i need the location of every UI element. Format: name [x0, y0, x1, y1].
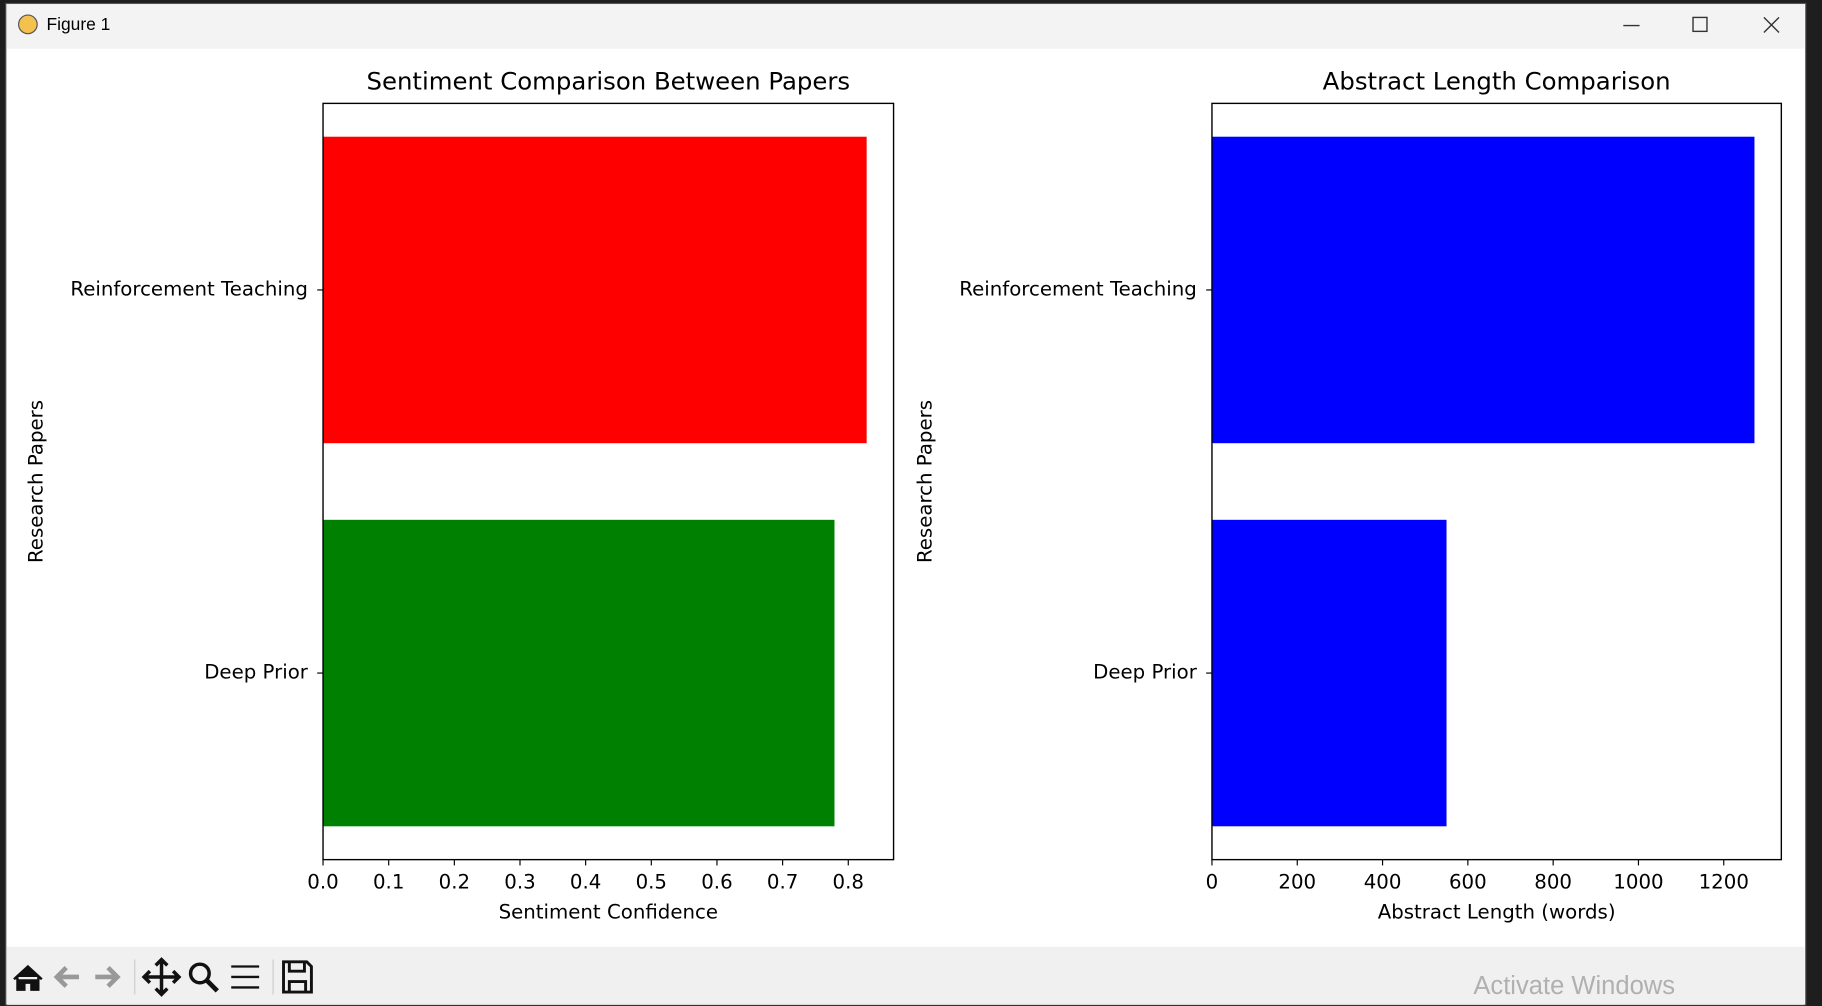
x-tick-label: 0.2 — [439, 870, 470, 893]
x-tick-label: 400 — [1364, 870, 1402, 893]
axes-frame — [322, 102, 895, 861]
app-icon — [18, 14, 38, 35]
bar — [323, 519, 835, 827]
save-button[interactable] — [282, 960, 313, 994]
chart-title: Sentiment Comparison Between Papers — [366, 66, 850, 95]
maximize-button[interactable] — [1692, 16, 1708, 33]
bar — [1211, 519, 1447, 827]
y-axis-label: Research Papers — [914, 400, 937, 563]
y-tick-label: Deep Prior — [1093, 661, 1198, 684]
x-tick-label: 0.8 — [833, 870, 864, 893]
x-tick-label: 0.0 — [307, 870, 338, 893]
chart-title: Abstract Length Comparison — [1323, 66, 1671, 95]
forward-button[interactable] — [95, 966, 121, 988]
close-button[interactable] — [1763, 16, 1780, 34]
x-tick-label: 1200 — [1699, 870, 1749, 893]
x-tick-label: 0.5 — [636, 870, 667, 893]
x-tick-label: 0.1 — [373, 870, 404, 893]
toolbar — [6, 946, 1805, 1005]
zoom-button[interactable] — [188, 962, 211, 985]
y-axis-label: Research Papers — [25, 400, 48, 563]
bar — [1211, 136, 1755, 444]
back-button[interactable] — [53, 966, 80, 988]
bar — [323, 136, 867, 444]
x-tick-label: 0.4 — [570, 870, 601, 893]
plots: Sentiment Comparison Between Papers Deep … — [25, 66, 1783, 924]
watermark: Activate Windows — [1473, 972, 1675, 1000]
x-tick-label: 200 — [1278, 870, 1316, 893]
x-axis-label: Sentiment Confidence — [499, 901, 718, 924]
y-tick-label: Reinforcement Teaching — [959, 277, 1197, 300]
x-axis-label: Abstract Length (words) — [1378, 901, 1616, 924]
x-tick-label: 600 — [1449, 870, 1487, 893]
y-tick-label: Reinforcement Teaching — [70, 277, 308, 300]
configure-button[interactable] — [231, 965, 260, 989]
x-tick-label: 0 — [1206, 870, 1219, 893]
y-tick-label: Deep Prior — [204, 661, 309, 684]
axes-frame — [1211, 102, 1783, 861]
x-tick-label: 1000 — [1613, 870, 1663, 893]
x-tick-label: 0.3 — [504, 870, 535, 893]
x-tick-label: 0.6 — [701, 870, 732, 893]
window-title: Figure 1 — [46, 14, 110, 34]
pan-button[interactable] — [141, 957, 182, 997]
home-button[interactable] — [13, 964, 43, 991]
zoom-handle — [205, 978, 219, 993]
title-bar — [6, 4, 1805, 49]
x-tick-label: 0.7 — [767, 870, 798, 893]
x-tick-label: 800 — [1534, 870, 1572, 893]
